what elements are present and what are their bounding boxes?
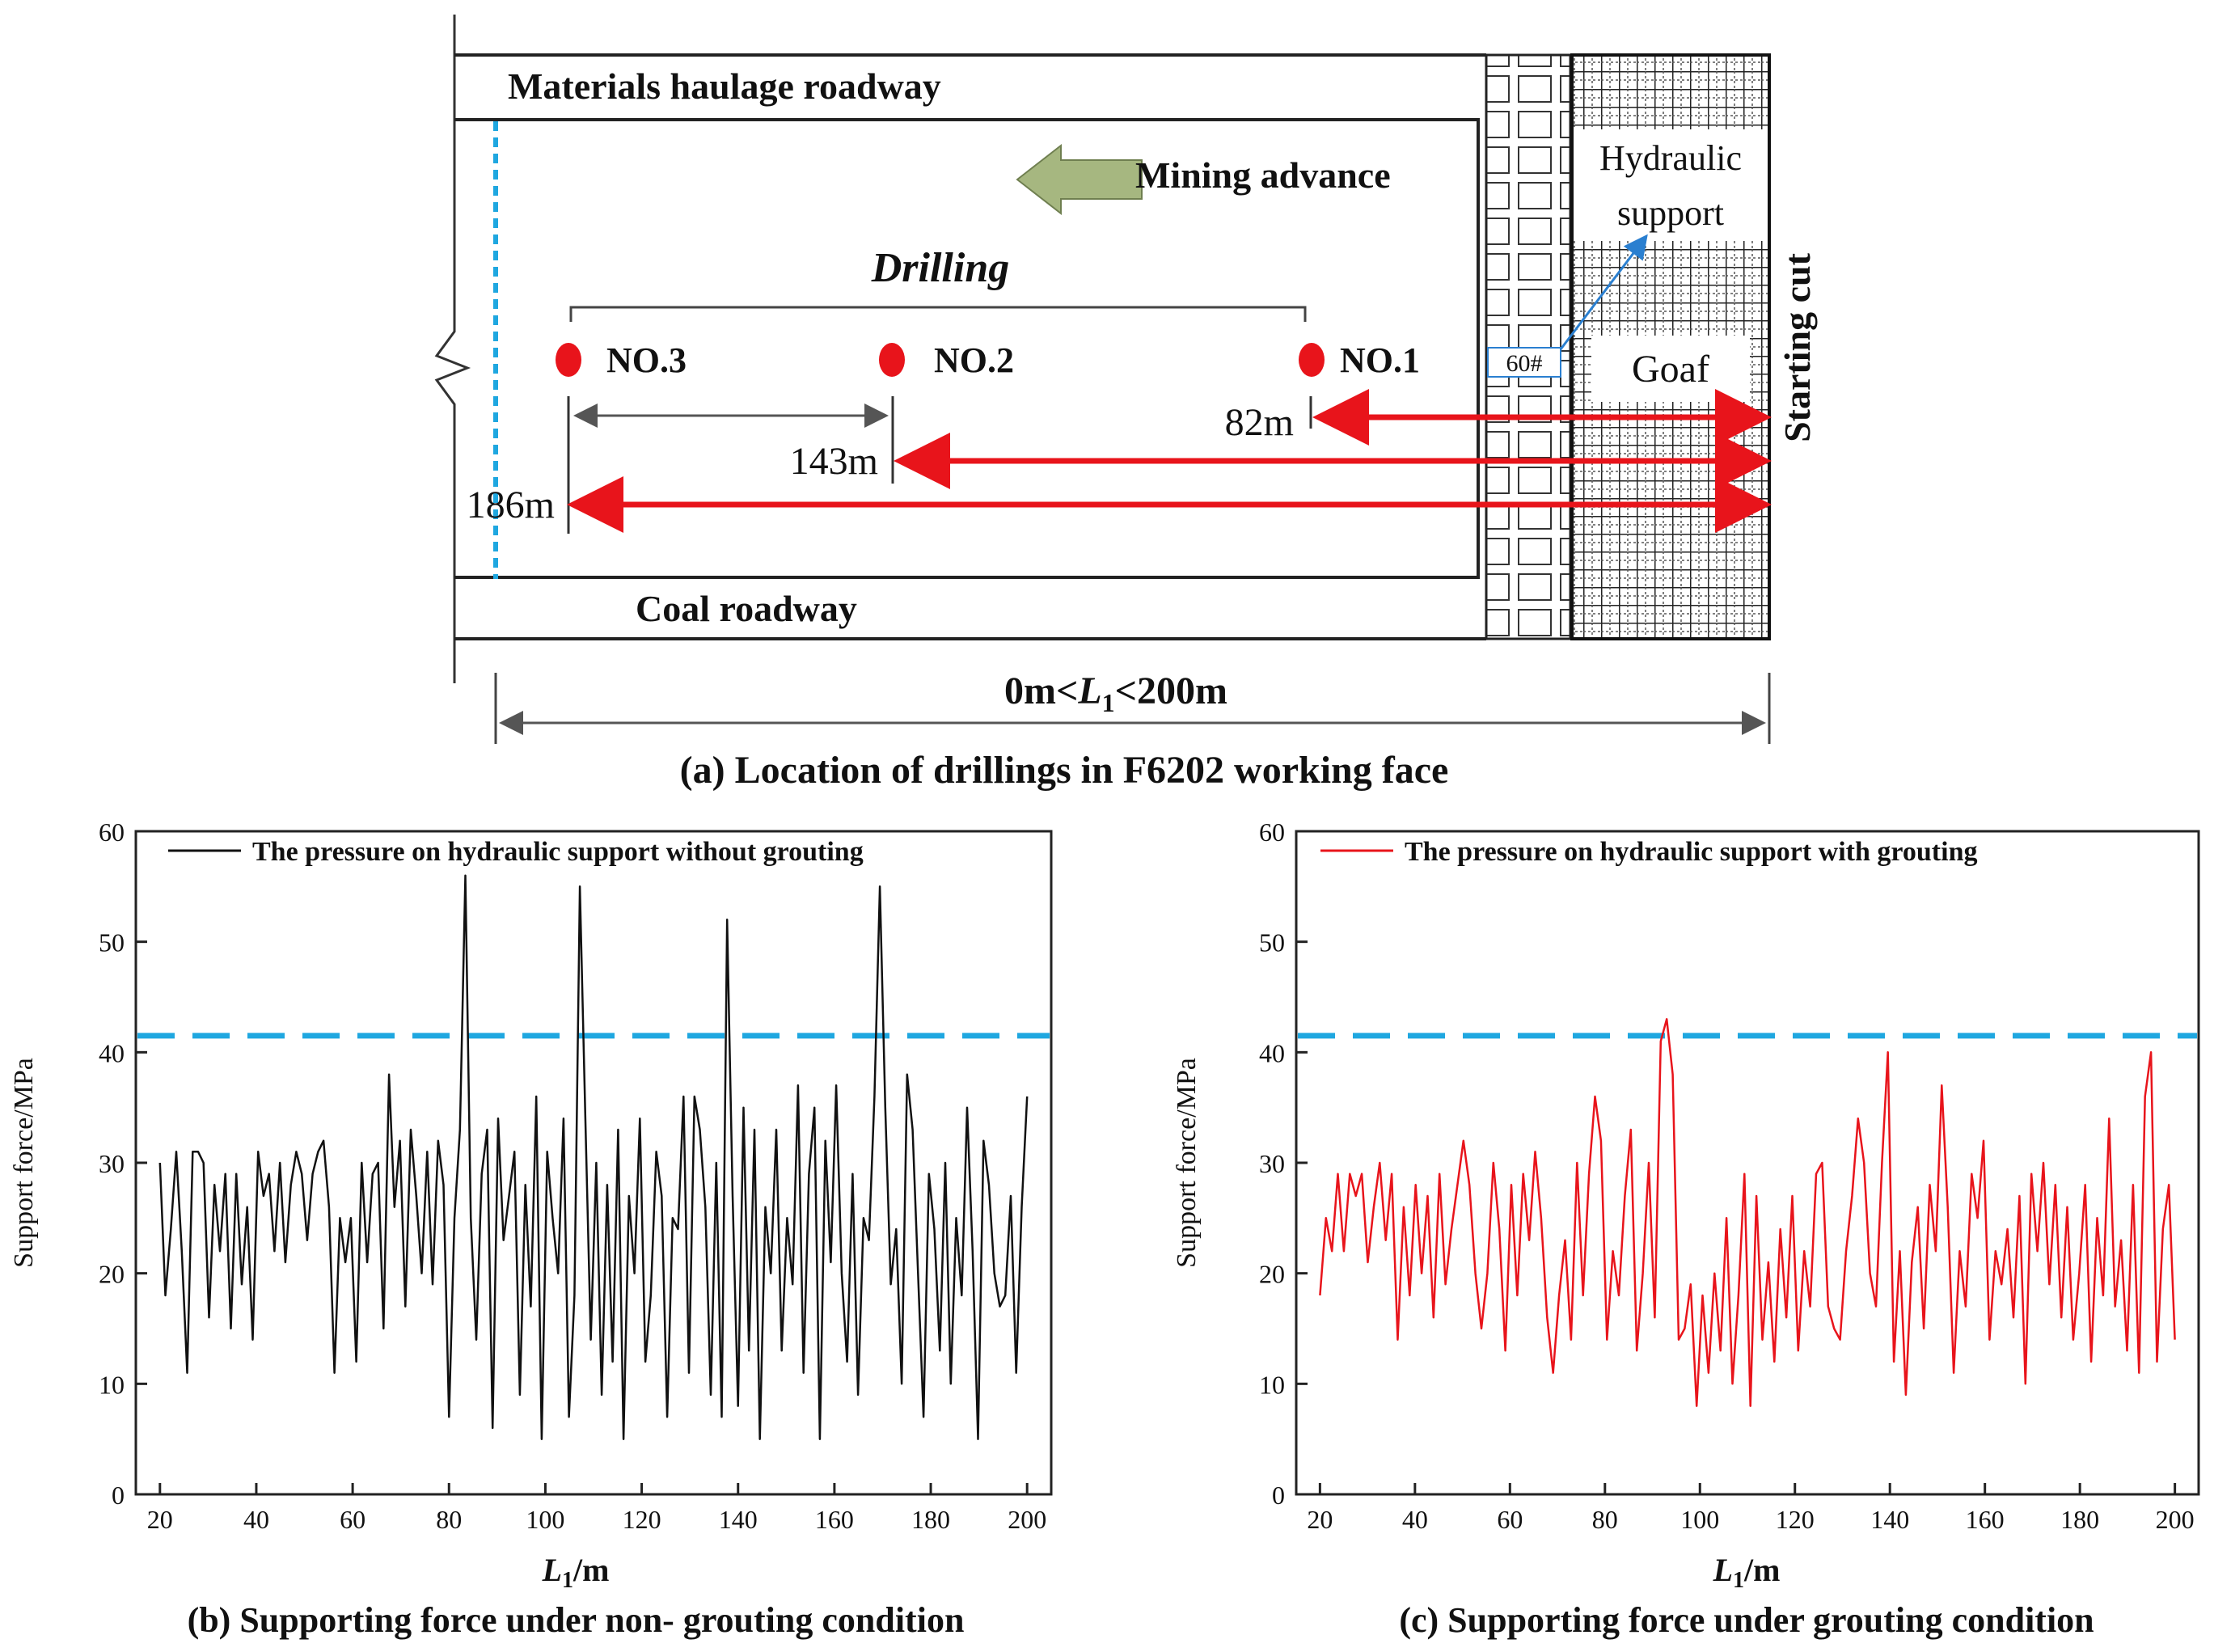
chart-c-x-ticks: 20 40 60 80 100 120 140 160 180 200 <box>1307 1483 2195 1534</box>
chart-c-x-tick-label: 180 <box>2060 1505 2099 1534</box>
chart-c-x-tick-label: 160 <box>1966 1505 2005 1534</box>
drill-no1-marker <box>1299 343 1325 377</box>
materials-haulage-roadway-label: Materials haulage roadway <box>508 65 941 107</box>
chart-c-caption: (c) Supporting force under grouting cond… <box>1399 1600 2094 1640</box>
chart-b-x-tick-label: 80 <box>436 1505 462 1534</box>
goaf-label: Goaf <box>1632 348 1709 391</box>
chart-b-x-tick-label: 60 <box>340 1505 365 1534</box>
distance-label-82: 82m <box>1225 401 1294 444</box>
chart-b-series-line <box>158 874 1029 1440</box>
chart-b-x-ticks: 20 40 60 80 100 120 140 160 180 200 <box>147 1483 1046 1534</box>
chart-c-x-tick-label: 80 <box>1592 1505 1618 1534</box>
chart-b-y-ticks: 0 10 20 30 40 50 60 <box>99 818 147 1510</box>
chart-b-y-tick-label: 0 <box>112 1481 125 1510</box>
mining-advance-label: Mining advance <box>1135 154 1391 196</box>
chart-b-x-tick-label: 20 <box>147 1505 173 1534</box>
chart-c-y-tick-label: 30 <box>1259 1149 1285 1178</box>
chart-b-x-tick-label: 40 <box>243 1505 269 1534</box>
chart-c-x-tick-label: 200 <box>2156 1505 2195 1534</box>
support-60-box <box>1487 347 1561 378</box>
drill-no2-label: NO.2 <box>934 340 1014 380</box>
mining-advance-arrow <box>1016 143 1143 216</box>
chart-c-x-tick-label: 40 <box>1402 1505 1428 1534</box>
chart-c-y-ticks: 0 10 20 30 40 50 60 <box>1259 818 1308 1510</box>
chart-b-y-tick-label: 30 <box>99 1149 125 1178</box>
chart-b-x-tick-label: 180 <box>911 1505 950 1534</box>
chart-c-x-axis-label: L1/m <box>1713 1552 1781 1593</box>
chart-c-y-tick-label: 60 <box>1259 818 1285 847</box>
chart-b-y-tick-label: 40 <box>99 1038 125 1067</box>
chart-c-y-tick-label: 40 <box>1259 1038 1285 1067</box>
chart-b-y-tick-label: 60 <box>99 818 125 847</box>
chart-b-y-tick-label: 20 <box>99 1260 125 1289</box>
working-face-diagram: Hydraulic support Goaf Starting cut 60# … <box>434 15 1818 792</box>
hydraulic-support-label-2: support <box>1617 193 1724 233</box>
chart-c-y-tick-label: 50 <box>1259 928 1285 957</box>
chart-c-series-line <box>1319 1018 2176 1407</box>
chart-c-plot-frame <box>1295 830 2200 1496</box>
chart-b-x-axis-label: L1/m <box>542 1552 610 1593</box>
hydraulic-support-label-1: Hydraulic <box>1599 138 1742 178</box>
chart-b-caption: (b) Supporting force under non- grouting… <box>188 1600 965 1640</box>
chart-non-grouting: 0 10 20 30 40 50 60 20 40 60 80 100 120 140 160 180 200… <box>9 818 1053 1640</box>
chart-b-x-tick-label: 140 <box>719 1505 758 1534</box>
drill-no2: NO.2 <box>879 340 1014 380</box>
drilling-bracket <box>569 306 1307 322</box>
chart-b-x-tick-label: 160 <box>815 1505 854 1534</box>
chart-b-x-tick-label: 120 <box>623 1505 661 1534</box>
distance-label-143: 143m <box>790 440 878 483</box>
hydraulic-label-box <box>1574 129 1768 241</box>
chart-b-y-tick-label: 10 <box>99 1370 125 1399</box>
drill-no3: NO.3 <box>556 340 687 380</box>
chart-c-legend: The pressure on hydraulic support with g… <box>1405 837 1977 867</box>
drill-no2-marker <box>879 343 905 377</box>
chart-b-legend: The pressure on hydraulic support withou… <box>252 837 864 867</box>
distance-label-186: 186m <box>467 484 555 526</box>
coal-roadway-label: Coal roadway <box>636 588 857 629</box>
support-pointer-arrow <box>1559 234 1648 350</box>
chart-c-x-tick-label: 60 <box>1497 1505 1523 1534</box>
diagram-caption: (a) Location of drillings in F6202 worki… <box>680 749 1449 792</box>
chart-c-x-tick-label: 100 <box>1680 1505 1719 1534</box>
chart-b-x-tick-label: 200 <box>1008 1505 1046 1534</box>
drilling-label: Drilling <box>871 245 1010 291</box>
left-boundary-break <box>434 15 471 683</box>
chart-b-x-tick-label: 100 <box>526 1505 564 1534</box>
chart-grouting: 0 10 20 30 40 50 60 20 40 60 80 100 120 140 160 180 200… <box>1172 818 2200 1640</box>
support-60-label: 60# <box>1506 350 1543 377</box>
drill-no3-marker <box>556 343 581 377</box>
chart-c-y-tick-label: 20 <box>1259 1260 1285 1289</box>
drill-no1: NO.1 <box>1299 340 1420 380</box>
chart-b-y-axis-label: Support force/MPa <box>9 1058 39 1268</box>
chart-c-x-tick-label: 120 <box>1776 1505 1815 1534</box>
range-label: 0m<L1<200m <box>1004 670 1227 717</box>
chart-c-y-tick-label: 10 <box>1259 1370 1285 1399</box>
drill-no3-label: NO.3 <box>606 340 687 380</box>
chart-c-y-axis-label: Support force/MPa <box>1172 1058 1202 1268</box>
starting-cut-label: Starting cut <box>1777 252 1818 442</box>
chart-c-x-tick-label: 20 <box>1307 1505 1333 1534</box>
chart-c-x-tick-label: 140 <box>1870 1505 1909 1534</box>
chart-b-y-tick-label: 50 <box>99 928 125 957</box>
chart-c-y-tick-label: 0 <box>1272 1481 1285 1510</box>
drill-no1-label: NO.1 <box>1340 340 1420 380</box>
